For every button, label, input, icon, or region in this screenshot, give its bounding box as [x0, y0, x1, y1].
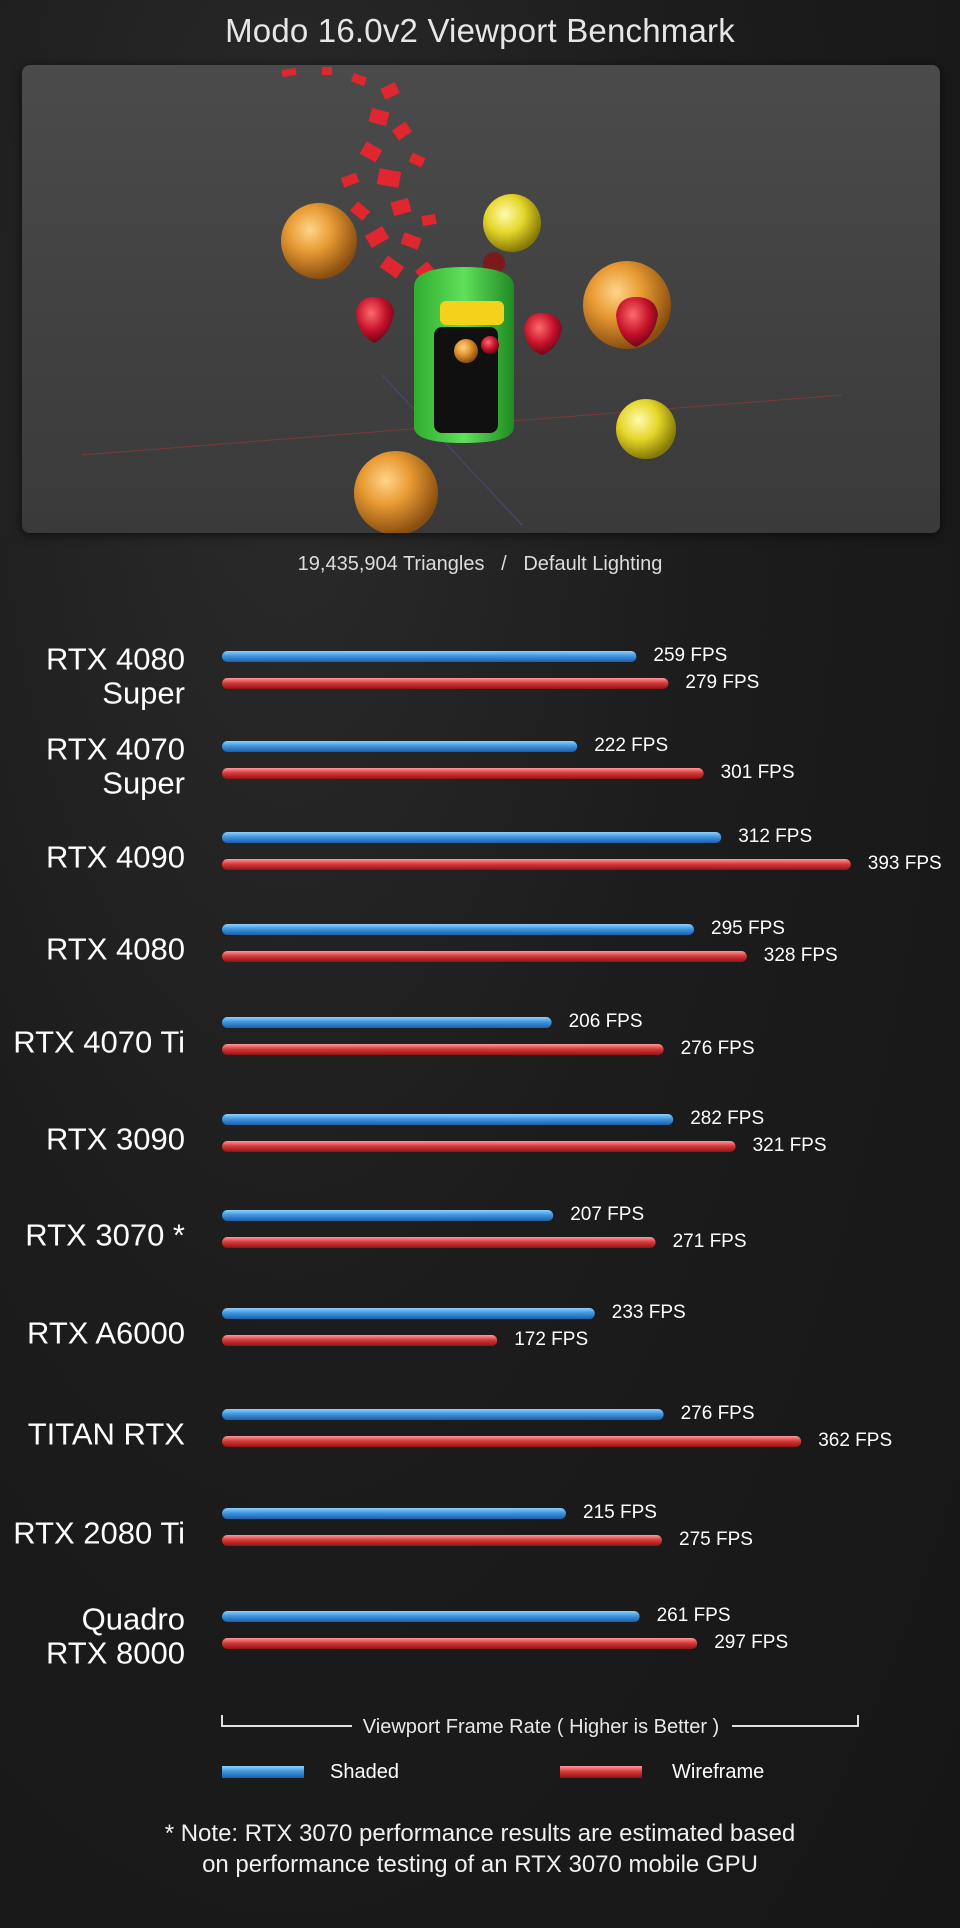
- shaded-value-label: 222 FPS: [594, 735, 668, 756]
- wireframe-value-label: 271 FPS: [673, 1231, 747, 1252]
- footnote-line-2: on performance testing of an RTX 3070 mo…: [202, 1851, 758, 1878]
- wireframe-bar: [222, 951, 747, 962]
- wireframe-value-label: 362 FPS: [818, 1430, 892, 1451]
- legend-swatch-wireframe: [560, 1766, 642, 1778]
- wireframe-value-label: 172 FPS: [514, 1329, 588, 1350]
- wireframe-value-label: 275 FPS: [679, 1529, 753, 1550]
- wireframe-bar: [222, 1141, 736, 1152]
- legend-label-shaded: Shaded: [330, 1761, 399, 1783]
- shaded-value-label: 282 FPS: [690, 1108, 764, 1129]
- wireframe-bar: [222, 1335, 498, 1346]
- shaded-bar: [222, 1409, 664, 1420]
- shaded-bar: [222, 741, 578, 752]
- shaded-value-label: 261 FPS: [657, 1605, 731, 1626]
- category-label: Super: [102, 766, 185, 801]
- shaded-value-label: 215 FPS: [583, 1502, 657, 1523]
- category-label: RTX 8000: [46, 1636, 185, 1671]
- shaded-bar: [222, 1114, 674, 1125]
- wireframe-bar: [222, 1237, 656, 1248]
- axis-label: Viewport Frame Rate ( Higher is Better ): [363, 1716, 719, 1738]
- wireframe-bar: [222, 768, 704, 779]
- wireframe-value-label: 279 FPS: [685, 672, 759, 693]
- category-label: RTX 4070: [46, 732, 185, 767]
- category-label: RTX A6000: [27, 1316, 185, 1351]
- category-label: RTX 3070 *: [25, 1218, 185, 1253]
- shaded-value-label: 295 FPS: [711, 918, 785, 939]
- category-label: RTX 4090: [46, 840, 185, 875]
- shaded-bar: [222, 651, 637, 662]
- category-label: Quadro: [82, 1602, 185, 1637]
- shaded-value-label: 206 FPS: [569, 1011, 643, 1032]
- wireframe-bar: [222, 859, 851, 870]
- shaded-bar: [222, 832, 722, 843]
- footnote: * Note: RTX 3070 performance results are…: [0, 1818, 960, 1880]
- category-label: RTX 3090: [46, 1122, 185, 1157]
- scene-illustration: [81, 67, 843, 533]
- scene-info: 19,435,904 Triangles / Default Lighting: [297, 553, 663, 575]
- chart-title: Modo 16.0v2 Viewport Benchmark: [225, 12, 735, 49]
- shaded-value-label: 233 FPS: [612, 1302, 686, 1323]
- shaded-value-label: 276 FPS: [681, 1403, 755, 1424]
- shaded-bar: [222, 1308, 595, 1319]
- wireframe-bar: [222, 678, 669, 689]
- wireframe-value-label: 321 FPS: [753, 1135, 827, 1156]
- category-label: TITAN RTX: [28, 1417, 186, 1452]
- wireframe-bar: [222, 1638, 698, 1649]
- wireframe-bar: [222, 1436, 802, 1447]
- category-label: RTX 4070 Ti: [13, 1025, 185, 1060]
- shaded-bar: [222, 1508, 566, 1519]
- footnote-line-1: * Note: RTX 3070 performance results are…: [164, 1820, 796, 1847]
- category-label: Super: [102, 676, 185, 711]
- shaded-bar: [222, 1210, 554, 1221]
- category-label: RTX 4080: [46, 642, 185, 677]
- legend-swatch-shaded: [222, 1766, 304, 1778]
- shaded-value-label: 207 FPS: [570, 1204, 644, 1225]
- wireframe-value-label: 276 FPS: [681, 1038, 755, 1059]
- shaded-bar: [222, 1611, 640, 1622]
- shaded-value-label: 312 FPS: [738, 826, 812, 847]
- wireframe-bar: [222, 1535, 662, 1546]
- category-label: RTX 2080 Ti: [13, 1516, 185, 1551]
- axis-bracket: [221, 1715, 859, 1727]
- shaded-value-label: 259 FPS: [653, 645, 727, 666]
- shaded-bar: [222, 924, 694, 935]
- legend-label-wireframe: Wireframe: [672, 1761, 764, 1783]
- wireframe-bar: [222, 1044, 664, 1055]
- category-label: RTX 4080: [46, 932, 185, 967]
- wireframe-value-label: 297 FPS: [714, 1632, 788, 1653]
- wireframe-value-label: 328 FPS: [764, 945, 838, 966]
- wireframe-value-label: 393 FPS: [868, 853, 942, 874]
- benchmark-scene-render: [22, 65, 940, 533]
- shaded-bar: [222, 1017, 552, 1028]
- wireframe-value-label: 301 FPS: [721, 762, 795, 783]
